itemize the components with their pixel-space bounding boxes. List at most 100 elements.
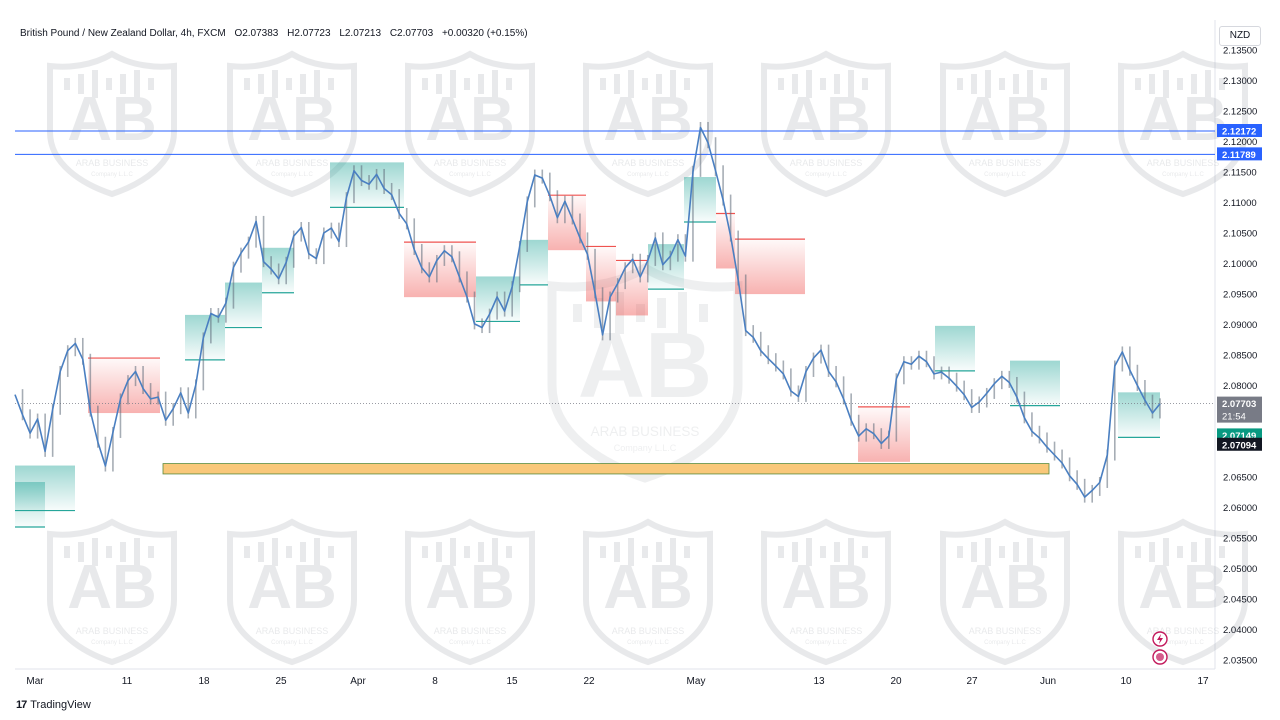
alert-icon[interactable] [1152, 631, 1168, 647]
watermark-sub-text: Company L.L.C [614, 443, 677, 453]
price-label-box [1217, 437, 1262, 451]
y-axis-ticks: 2.13500 2.13000 2.12500 2.12000 2.11500 2.110… [1223, 46, 1257, 667]
y-tick-label: 2.12000 [1223, 137, 1257, 148]
y-tick-label: 2.05500 [1223, 534, 1257, 545]
watermark-sub-text: Company L.L.C [91, 640, 133, 646]
watermark-shield: AB ARAB BUSINESS Company L.L.C [583, 518, 713, 666]
watermark-shield: AB ARAB BUSINESS Company L.L.C [547, 262, 743, 483]
watermark-sub-text: Company L.L.C [449, 172, 491, 178]
watermark-brand-text: ARAB BUSINESS [434, 158, 507, 168]
watermark-sub-text: Company L.L.C [449, 640, 491, 646]
watermark-layer: AB ARAB BUSINESS Company L.L.C AB ARAB BUSIN… [47, 50, 1248, 666]
watermark-sub-text: Company L.L.C [271, 640, 313, 646]
svg-text:AB: AB [67, 85, 157, 154]
y-tick-label: 2.09000 [1223, 320, 1257, 331]
x-tick-label: 8 [432, 676, 438, 687]
watermark-sub-text: Company L.L.C [984, 640, 1026, 646]
level-lines-layer [15, 130, 1215, 405]
change-value: +0.00320 (+0.15%) [441, 28, 528, 39]
watermark-sub-text: Company L.L.C [91, 172, 133, 178]
low-value: L2.07213 [339, 28, 382, 39]
svg-text:AB: AB [247, 85, 337, 154]
high-value: H2.07723 [287, 28, 331, 39]
svg-text:AB: AB [960, 85, 1050, 154]
support-zone-layer [162, 463, 1050, 475]
watermark-shield: AB ARAB BUSINESS Company L.L.C [940, 50, 1070, 198]
svg-text:AB: AB [425, 85, 515, 154]
x-tick-label: Mar [26, 676, 44, 687]
y-tick-label: 2.11500 [1223, 168, 1257, 179]
svg-text:AB: AB [603, 553, 693, 622]
currency-button[interactable]: NZD [1219, 26, 1261, 46]
watermark-shield: AB ARAB BUSINESS Company L.L.C [47, 50, 177, 198]
chart-header: British Pound / New Zealand Dollar, 4h, … [20, 28, 534, 39]
watermark-brand-text: ARAB BUSINESS [256, 626, 329, 636]
watermark-shield: AB ARAB BUSINESS Company L.L.C [761, 50, 891, 198]
watermark-sub-text: Company L.L.C [805, 640, 847, 646]
y-tick-label: 2.09500 [1223, 290, 1257, 301]
price-label-box [1217, 396, 1262, 423]
svg-text:AB: AB [1138, 85, 1228, 154]
x-tick-label: 27 [966, 676, 978, 687]
news-icon[interactable] [1152, 649, 1168, 665]
open-value: O2.07383 [234, 28, 279, 39]
watermark-brand-text: ARAB BUSINESS [76, 626, 149, 636]
svg-text:AB: AB [781, 85, 871, 154]
price-label-box [1217, 124, 1262, 138]
x-axis-ticks: Mar 11 18 25 Apr 8 15 22 May 13 20 27 Jun 10 17 [26, 676, 1209, 687]
supertrend-layer [15, 162, 1160, 528]
x-tick-label: 20 [890, 676, 902, 687]
watermark-brand-text: ARAB BUSINESS [790, 626, 863, 636]
support-zone[interactable] [162, 463, 1050, 475]
tradingview-name: TradingView [30, 699, 91, 711]
watermark-sub-text: Company L.L.C [271, 172, 313, 178]
close-value: C2.07703 [389, 28, 434, 39]
x-tick-label: 15 [506, 676, 518, 687]
watermark-sub-text: Company L.L.C [1162, 172, 1204, 178]
x-tick-label: Apr [350, 676, 366, 687]
watermark-shield: AB ARAB BUSINESS Company L.L.C [227, 50, 357, 198]
y-tick-label: 2.06000 [1223, 503, 1257, 514]
watermark-brand-text: ARAB BUSINESS [969, 158, 1042, 168]
svg-text:AB: AB [960, 553, 1050, 622]
svg-text:AB: AB [578, 313, 712, 417]
watermark-brand-text: ARAB BUSINESS [256, 158, 329, 168]
watermark-shield: AB ARAB BUSINESS Company L.L.C [1118, 518, 1248, 666]
price-series-layer [14, 121, 1161, 503]
x-tick-label: May [687, 676, 706, 687]
watermark-brand-text: ARAB BUSINESS [612, 626, 685, 636]
x-tick-label: Jun [1040, 676, 1056, 687]
price-label-text: 2.07703 [1222, 399, 1256, 410]
y-tick-label: 2.04500 [1223, 595, 1257, 606]
watermark-shield: AB ARAB BUSINESS Company L.L.C [940, 518, 1070, 666]
y-tick-label: 2.13000 [1223, 76, 1257, 87]
price-label-text: 2.07149 [1222, 431, 1256, 442]
y-tick-label: 2.04000 [1223, 625, 1257, 636]
svg-text:AB: AB [247, 553, 337, 622]
watermark-shield: AB ARAB BUSINESS Company L.L.C [761, 518, 891, 666]
y-tick-label: 2.13500 [1223, 46, 1257, 57]
x-tick-label: 13 [813, 676, 825, 687]
watermark-brand-text: ARAB BUSINESS [612, 158, 685, 168]
svg-text:AB: AB [781, 553, 871, 622]
watermark-brand-text: ARAB BUSINESS [434, 626, 507, 636]
watermark-sub-text: Company L.L.C [627, 640, 669, 646]
svg-text:AB: AB [603, 85, 693, 154]
tradingview-branding[interactable]: 17 TradingView [16, 699, 91, 711]
symbol-title[interactable]: British Pound / New Zealand Dollar, 4h, … [20, 28, 226, 39]
y-tick-label: 2.12500 [1223, 107, 1257, 118]
watermark-brand-text: ARAB BUSINESS [969, 626, 1042, 636]
price-line[interactable] [14, 126, 1161, 498]
y-tick-label: 2.08500 [1223, 351, 1257, 362]
watermark-shield: AB ARAB BUSINESS Company L.L.C [405, 518, 535, 666]
price-label-text: 2.12172 [1222, 127, 1256, 138]
watermark-shield: AB ARAB BUSINESS Company L.L.C [47, 518, 177, 666]
y-tick-label: 2.10500 [1223, 229, 1257, 240]
watermark-brand-text: ARAB BUSINESS [76, 158, 149, 168]
countdown-text: 21:54 [1222, 412, 1246, 423]
y-tick-label: 2.03500 [1223, 656, 1257, 667]
y-tick-label: 2.08000 [1223, 381, 1257, 392]
watermark-brand-text: ARAB BUSINESS [1147, 158, 1220, 168]
